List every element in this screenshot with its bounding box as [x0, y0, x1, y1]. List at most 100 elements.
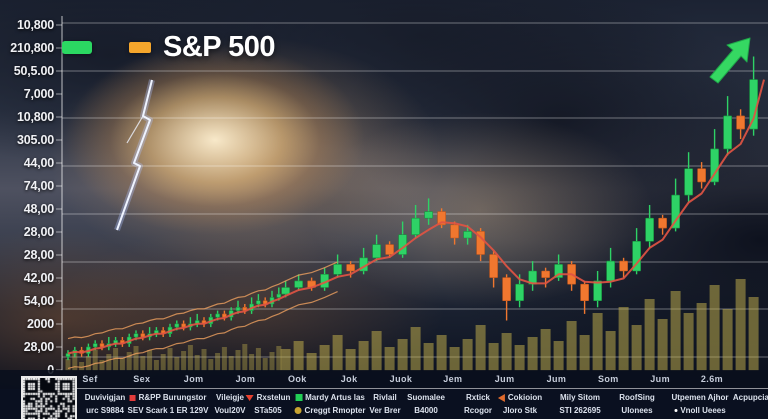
candle-up — [528, 261, 537, 291]
volume-bar — [644, 299, 655, 371]
candle-down — [120, 337, 125, 347]
volume-bar — [423, 343, 434, 371]
volume-bar — [592, 313, 603, 371]
volume-bar — [126, 352, 132, 371]
footer-column: R&PP Burungstor SEV Scark 1 ER 129V — [128, 391, 209, 417]
qr-code — [21, 376, 77, 419]
footer-column: Rxtick Rcogor — [464, 391, 492, 417]
volume-bar — [276, 346, 282, 371]
y-axis-labels: 10,800 210,800 50,5.00 7,000 10,800 305.00 44,… — [0, 0, 56, 419]
footer-item-bottom-label: STa505 — [254, 406, 282, 415]
volume-bar — [194, 355, 200, 371]
volume-bar — [514, 345, 525, 371]
candle-down — [489, 251, 498, 288]
volume-bar — [683, 313, 694, 371]
footer-item-bottom: Rcogor — [464, 404, 492, 417]
red-triangle-down-icon — [245, 394, 254, 401]
volume-bar — [119, 358, 125, 371]
candle-up — [154, 327, 159, 337]
volume-bar — [527, 337, 538, 371]
candle-up — [411, 205, 420, 238]
y-axis — [56, 16, 63, 371]
footer-item-top-label: Duvivigjan — [84, 393, 126, 402]
volume-bar — [208, 359, 214, 371]
volume-bar — [79, 362, 85, 371]
volume-bar — [475, 325, 486, 371]
candle-down — [502, 274, 511, 321]
volume-bar — [436, 335, 447, 371]
candle-up — [249, 297, 254, 314]
x-axis-label: Jom — [183, 374, 204, 384]
y-axis-label: 305.00 — [16, 133, 54, 147]
chart-title: S&P 500 — [163, 31, 276, 63]
y-axis-label: 50,5.00 — [13, 64, 55, 78]
footer-column: Rxstelun STa505 — [245, 391, 290, 417]
footer-item-bottom-label: SEV Scark 1 ER 129V — [127, 406, 209, 415]
y-axis-label: 54,00 — [23, 294, 54, 308]
candles-swatch-icon — [62, 41, 92, 54]
volume-bar — [735, 279, 746, 371]
volume-bar — [92, 350, 98, 371]
y-axis-label: 48,00 — [23, 202, 54, 216]
footer-item-bottom-label: Ver Brer — [369, 406, 401, 415]
volume-bar — [113, 348, 119, 371]
footer-item-top: Suomalee — [407, 391, 445, 404]
volume-bar — [553, 341, 564, 371]
candle-up — [147, 327, 152, 341]
footer-item-bottom-label: Voul20V — [214, 406, 246, 415]
footer-item-top: Cokioion — [497, 391, 543, 404]
volume-bar — [696, 303, 707, 371]
footer-column: Mily Sitom STI 262695 — [559, 391, 600, 417]
candle-up — [113, 337, 118, 347]
footer-column: Vileigje Voul20V — [215, 391, 246, 417]
volume-bar — [249, 354, 255, 371]
footer-item-top: Acpupcial — [733, 391, 768, 404]
footer-item-top-label: Cokioion — [507, 393, 543, 402]
candle-down — [619, 257, 628, 278]
footer-item-bottom: Voul20V — [215, 404, 246, 417]
volume-bar — [449, 347, 460, 371]
y-axis-label: 28,00 — [23, 340, 54, 354]
footer-item-bottom-label: STI 262695 — [559, 406, 601, 415]
y-axis-label: 44,00 — [23, 156, 54, 170]
footer-column: RoofSing Ulonees — [619, 391, 655, 417]
volume-bar — [147, 350, 153, 371]
footer-column: Rivlail Ver Brer — [369, 391, 400, 417]
ma-swatch-icon — [129, 42, 151, 53]
red-square-icon — [129, 394, 136, 401]
volume-bar — [722, 309, 733, 371]
ma-line — [67, 79, 765, 369]
x-axis-label: Ook — [287, 374, 307, 384]
orange-left-arrow-icon — [497, 393, 505, 402]
candle-down — [201, 317, 207, 328]
footer-item-top-label: Rxtick — [465, 393, 490, 402]
footer-item-bottom-label: Ulonees — [621, 406, 653, 415]
candle-down — [437, 208, 446, 229]
volume-bar — [242, 344, 248, 371]
up-right-arrow-icon — [709, 37, 751, 84]
y-axis-label: 10,800 — [16, 18, 54, 32]
candle-up — [463, 224, 472, 245]
footer-item-bottom-label: Jloro Stk — [502, 406, 538, 415]
candle-up — [723, 96, 732, 156]
footer-item-top-label: Rivlail — [373, 393, 397, 402]
candle-up — [333, 254, 342, 278]
candle-up — [281, 280, 290, 298]
volume-bar — [319, 345, 330, 371]
footer-column: Cokioion Jloro Stk — [497, 391, 543, 417]
volume-bar — [293, 341, 304, 371]
volume-bar — [358, 341, 369, 371]
y-axis-label: 7,000 — [23, 87, 54, 101]
volume-bar — [99, 360, 105, 371]
volume-bar — [579, 335, 590, 371]
volume-bar — [133, 346, 139, 371]
x-axis-label: Jum — [494, 374, 515, 384]
volume-bar — [221, 347, 227, 371]
volume-bar — [215, 353, 221, 371]
x-axis-label: Jem — [443, 374, 463, 384]
footer-item-bottom: Creggt Rmopter — [294, 404, 365, 417]
volume-bar — [345, 349, 356, 371]
candle-down — [476, 228, 485, 262]
candle-up — [710, 129, 719, 186]
